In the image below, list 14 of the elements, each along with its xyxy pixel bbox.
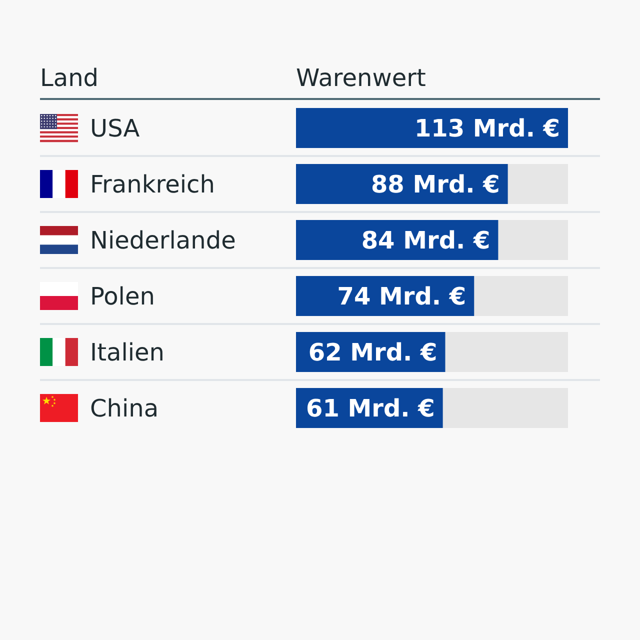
data-label: 113 Mrd. € [414, 114, 560, 143]
y-tick-label: Frankreich [90, 170, 215, 198]
y-tick-label: USA [90, 114, 140, 142]
y-tick-label: Niederlande [90, 226, 236, 254]
data-label: 88 Mrd. € [370, 170, 500, 199]
y-axis-title: Land [40, 63, 100, 94]
y-tick-label: Italien [90, 338, 165, 366]
data-label: 61 Mrd. € [306, 394, 435, 423]
x-axis-title: Warenwert [296, 63, 426, 94]
data-label: 74 Mrd. € [337, 282, 466, 311]
data-label: 84 Mrd. € [361, 226, 490, 255]
y-tick-label: Polen [90, 282, 155, 310]
data-label: 62 Mrd. € [308, 338, 438, 367]
y-tick-label: China [90, 394, 159, 422]
